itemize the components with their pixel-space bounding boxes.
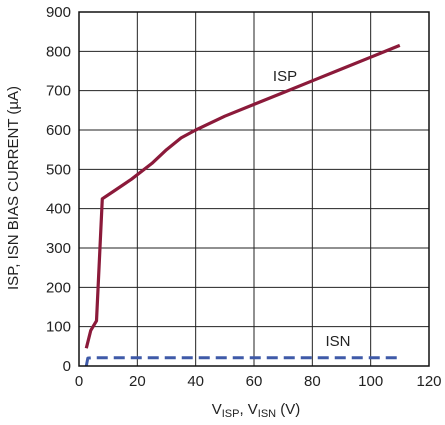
y-tick-label: 0 [63,358,71,375]
x-tick-label: 120 [416,373,441,390]
x-tick-label: 40 [187,373,204,390]
x-tick-label: 60 [246,373,263,390]
x-tick-label: 100 [358,373,383,390]
x-tick-labels: 0 20 40 60 80 100 120 [75,373,442,390]
y-tick-label: 400 [46,201,71,218]
y-tick-label: 500 [46,161,71,178]
y-tick-labels: 0 100 200 300 400 500 600 700 800 900 [46,4,71,375]
series-labels: ISP ISN [273,68,351,350]
y-tick-label: 200 [46,279,71,296]
x-tick-label: 80 [304,373,321,390]
x-axis-label-sep: , V [239,401,257,418]
series-line-isn [84,356,400,367]
plot-frame [78,11,430,367]
x-axis-label: VISP, VISN (V) [212,401,301,420]
y-tick-label: 100 [46,319,71,336]
y-tick-label: 600 [46,122,71,139]
series-line-isp [84,43,401,349]
y-axis-label: ISP, ISN BIAS CURRENT (µA) [5,86,22,290]
x-axis-label-main: V [212,401,222,418]
y-tick-label: 900 [46,4,71,21]
series-label-isp: ISP [273,68,297,85]
x-tick-label: 20 [129,373,146,390]
grid [79,12,429,366]
x-tick-label: 0 [75,373,83,390]
x-axis-label-unit: (V) [276,401,300,418]
series-layer [84,43,401,367]
y-tick-label: 800 [46,43,71,60]
x-axis-label-sub-isn: ISN [258,408,276,420]
y-tick-label: 700 [46,83,71,100]
y-tick-label: 300 [46,240,71,257]
series-label-isn: ISN [325,333,350,350]
x-axis-label-sub-isp: ISP [222,408,240,420]
